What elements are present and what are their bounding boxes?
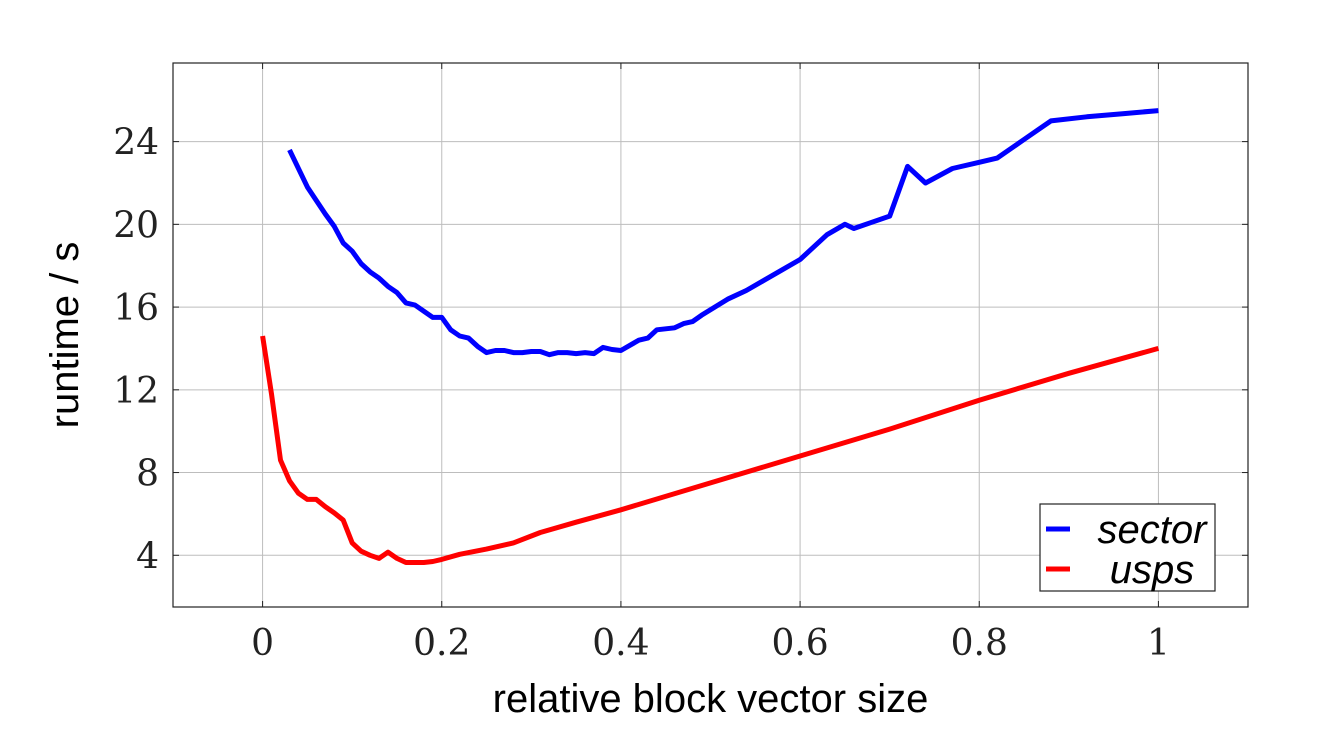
series-group <box>260 108 1160 565</box>
grid <box>173 63 1248 607</box>
x-tick-label: 1 <box>1147 623 1170 664</box>
y-tick-label: 20 <box>113 205 159 246</box>
y-axis-title: runtime / s <box>43 242 87 429</box>
y-tick-label: 24 <box>113 123 159 164</box>
series-line-usps <box>260 335 1160 565</box>
legend-label-sector: sector <box>1098 508 1209 552</box>
plot-area-frame <box>172 62 1249 608</box>
x-axis-title: relative block vector size <box>493 677 929 721</box>
legend-box <box>1039 503 1216 592</box>
legend-label-usps: usps <box>1110 548 1195 592</box>
series-line-sector <box>287 108 1159 358</box>
x-tick-label: 0.4 <box>592 623 649 664</box>
y-tick-label: 12 <box>113 371 159 412</box>
x-tick-label: 0.2 <box>413 623 470 664</box>
x-tick-label: 0 <box>251 623 274 664</box>
y-tick-label: 16 <box>113 288 159 329</box>
tick-labels: 0 0.2 0.4 0.6 0.8 1 4 8 12 16 20 24 <box>113 123 1170 664</box>
y-tick-label: 8 <box>136 454 159 495</box>
y-tick-label: 4 <box>136 536 159 577</box>
x-tick-label: 0.6 <box>771 623 828 664</box>
x-tick-label: 0.8 <box>951 623 1008 664</box>
